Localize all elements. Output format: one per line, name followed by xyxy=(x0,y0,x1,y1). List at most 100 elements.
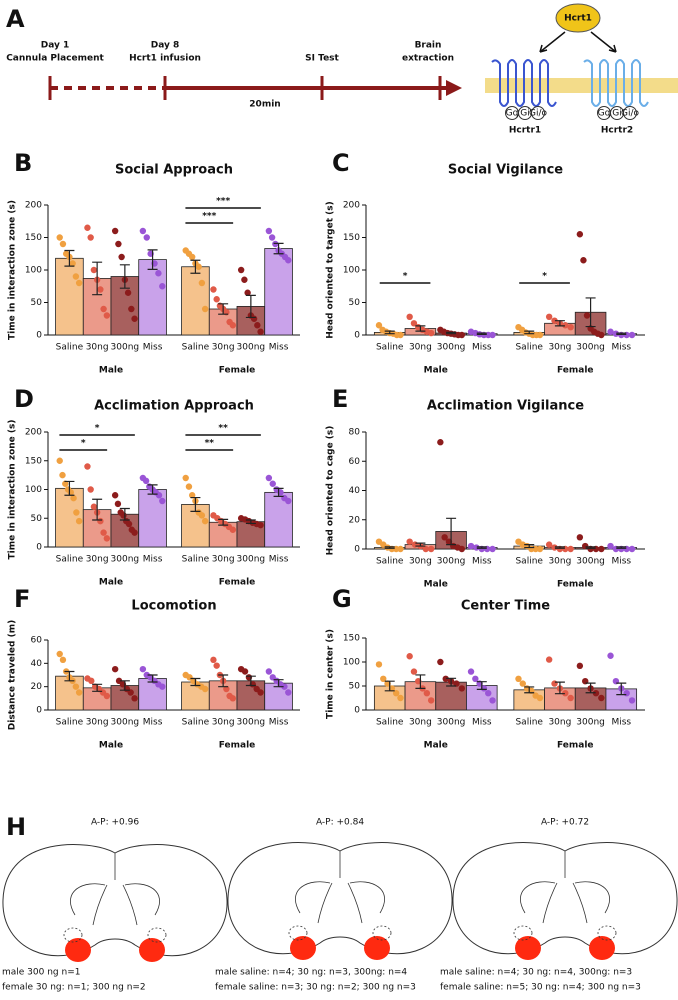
data-point xyxy=(562,690,569,697)
data-point xyxy=(118,253,125,261)
y-axis-label: Head oriented to cage (s) xyxy=(326,426,336,556)
error-bar xyxy=(245,294,256,319)
y-tick-label: 100 xyxy=(343,266,360,276)
data-point xyxy=(114,500,122,508)
panel-letter: A xyxy=(6,5,25,33)
data-point xyxy=(485,690,492,697)
event-label: extraction xyxy=(402,54,454,64)
data-point xyxy=(576,662,584,670)
y-tick-label: 50 xyxy=(31,298,43,308)
data-point xyxy=(97,517,104,525)
data-point xyxy=(458,331,466,339)
data-point xyxy=(567,694,574,702)
x-tick-label: Miss xyxy=(611,718,631,728)
data-point xyxy=(198,512,206,519)
error-bar xyxy=(273,242,284,255)
data-point xyxy=(120,512,127,519)
data-point xyxy=(392,690,400,697)
y-tick-label: 150 xyxy=(25,456,42,466)
x-tick-label: Saline xyxy=(56,343,84,353)
data-point xyxy=(257,689,264,696)
brain-outline xyxy=(227,842,453,955)
data-point xyxy=(100,305,107,313)
event-label: SI Test xyxy=(305,54,339,64)
note: male saline: n=4; 30 ng: n=3, 300ng: n=4 xyxy=(215,968,407,978)
x-tick-label: 30ng xyxy=(86,555,109,565)
membrane xyxy=(485,78,678,93)
x-tick-label: 300ng xyxy=(576,557,605,567)
y-tick-label: 20 xyxy=(349,515,361,525)
y-tick-label: 0 xyxy=(354,545,360,555)
data-point xyxy=(84,224,91,231)
event-label: Day 8 xyxy=(151,41,180,51)
y-tick-label: 0 xyxy=(354,706,360,716)
bar xyxy=(138,259,167,336)
x-tick-label: Saline xyxy=(376,343,404,353)
data-point xyxy=(272,240,279,248)
data-point xyxy=(201,305,209,313)
nucleus-outline xyxy=(372,925,392,941)
x-tick-label: Saline xyxy=(56,555,84,565)
group-label: Female xyxy=(219,741,256,751)
x-tick-label: 300ng xyxy=(576,343,605,353)
data-point xyxy=(410,320,418,327)
interval-label: 20min xyxy=(249,100,280,110)
g-protein-label: Gi/o xyxy=(529,109,548,119)
data-point xyxy=(128,305,135,313)
injection-site xyxy=(589,936,615,960)
data-point xyxy=(567,545,574,553)
data-point xyxy=(201,517,209,525)
x-tick-label: Miss xyxy=(472,718,492,728)
note: male saline: n=4; 30 ng: n=4, 300ng: n=3 xyxy=(440,968,632,978)
data-point xyxy=(90,266,98,274)
data-point xyxy=(210,286,217,293)
brain-outline xyxy=(452,842,678,955)
data-point xyxy=(285,257,292,264)
data-point xyxy=(375,661,383,668)
x-tick-label: Miss xyxy=(472,557,492,567)
data-point xyxy=(441,534,448,541)
group-label: Female xyxy=(557,580,594,590)
panel-letter: B xyxy=(14,149,32,177)
data-point xyxy=(188,253,196,261)
error-bar xyxy=(218,518,229,526)
x-tick-label: 300ng xyxy=(437,557,466,567)
y-axis-label: Time in interaction zone (s) xyxy=(8,420,18,560)
data-point xyxy=(59,471,66,479)
data-point xyxy=(87,234,94,241)
x-tick-label: 30ng xyxy=(548,557,571,567)
data-point xyxy=(576,534,584,541)
significance-label: *** xyxy=(202,212,216,222)
data-point xyxy=(69,260,76,267)
x-tick-label: Saline xyxy=(376,718,404,728)
error-bar xyxy=(273,679,284,688)
data-point xyxy=(125,520,133,528)
data-point xyxy=(142,477,150,485)
data-point xyxy=(213,296,220,303)
data-point xyxy=(567,324,574,331)
data-point xyxy=(159,283,166,290)
error-bar xyxy=(64,480,75,496)
data-point xyxy=(111,227,119,235)
x-tick-label: Miss xyxy=(269,718,289,728)
y-tick-label: 20 xyxy=(31,682,43,692)
significance-label: ** xyxy=(218,424,228,434)
data-point xyxy=(467,542,475,550)
brain-outline xyxy=(2,844,228,957)
panel-letter: C xyxy=(332,149,350,177)
group-label: Male xyxy=(99,366,123,376)
data-point xyxy=(131,529,138,536)
data-point xyxy=(598,545,605,553)
error-bar xyxy=(245,519,256,525)
data-point xyxy=(56,234,63,241)
data-point xyxy=(237,266,245,274)
y-tick-label: 150 xyxy=(343,634,360,644)
group-label: Female xyxy=(219,578,256,588)
brain-midline xyxy=(520,851,610,924)
error-bar xyxy=(64,249,75,267)
error-bar xyxy=(524,330,535,335)
chart-title: Social Vigilance xyxy=(448,163,563,178)
data-point xyxy=(257,328,264,335)
x-tick-label: 300ng xyxy=(437,343,466,353)
g-protein-label: Gi/o xyxy=(621,109,640,119)
